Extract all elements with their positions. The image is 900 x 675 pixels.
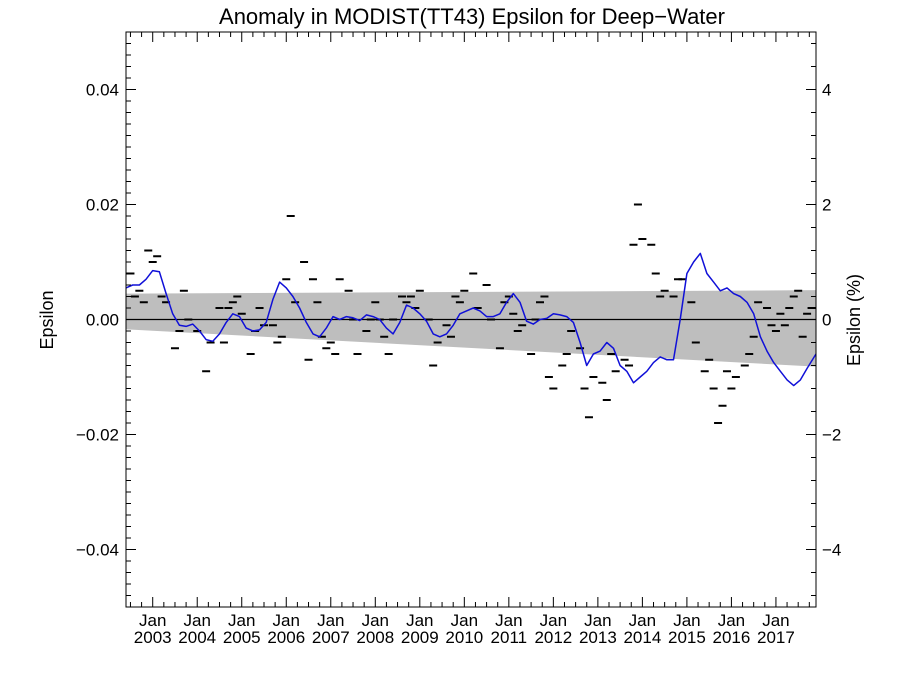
- x-tick-label-month: Jan: [762, 611, 789, 630]
- y-tick-label-left: −0.02: [76, 426, 119, 445]
- plot-inner: [126, 203, 816, 424]
- x-tick-label-year: 2007: [312, 628, 350, 647]
- x-tick-label-month: Jan: [406, 611, 433, 630]
- x-tick-label-year: 2017: [757, 628, 795, 647]
- x-tick-label-year: 2006: [267, 628, 305, 647]
- x-tick-label-month: Jan: [629, 611, 656, 630]
- x-tick-label-year: 2005: [223, 628, 261, 647]
- y-tick-label-left: 0.02: [86, 196, 119, 215]
- chart-title: Anomaly in MODIST(TT43) Epsilon for Deep…: [219, 4, 725, 29]
- x-tick-label-month: Jan: [673, 611, 700, 630]
- plot-area: [126, 203, 816, 424]
- y-tick-label-right: 4: [822, 81, 831, 100]
- x-tick-label-month: Jan: [139, 611, 166, 630]
- x-tick-label-month: Jan: [495, 611, 522, 630]
- confidence-band: [126, 290, 816, 367]
- x-tick-label-year: 2003: [134, 628, 172, 647]
- y-axis-label-right: Epsilon (%): [844, 274, 864, 366]
- x-tick-label-month: Jan: [540, 611, 567, 630]
- x-tick-label-month: Jan: [362, 611, 389, 630]
- y-tick-label-left: 0.00: [86, 311, 119, 330]
- axes: 0.040.020.00−0.02−0.04420−2−4Jan2003Jan2…: [76, 31, 841, 647]
- x-tick-label-month: Jan: [584, 611, 611, 630]
- x-tick-label-year: 2010: [445, 628, 483, 647]
- x-tick-label-year: 2013: [579, 628, 617, 647]
- x-tick-label-month: Jan: [718, 611, 745, 630]
- x-tick-label-year: 2014: [623, 628, 661, 647]
- x-tick-label-month: Jan: [451, 611, 478, 630]
- y-tick-label-right: 2: [822, 196, 831, 215]
- y-tick-label-right: 0: [822, 311, 831, 330]
- smoothed-line: [126, 252, 816, 387]
- x-tick-label-year: 2012: [534, 628, 572, 647]
- y-tick-label-left: 0.04: [86, 81, 119, 100]
- x-tick-label-year: 2008: [356, 628, 394, 647]
- y-tick-label-left: −0.04: [76, 541, 119, 560]
- x-tick-label-month: Jan: [184, 611, 211, 630]
- y-axis-label-left: Epsilon: [37, 290, 57, 349]
- x-tick-label-year: 2015: [668, 628, 706, 647]
- x-tick-label-year: 2009: [401, 628, 439, 647]
- x-tick-label-month: Jan: [317, 611, 344, 630]
- x-tick-label-month: Jan: [228, 611, 255, 630]
- y-tick-label-right: −2: [822, 426, 841, 445]
- x-tick-label-year: 2004: [178, 628, 216, 647]
- x-tick-label-year: 2016: [713, 628, 751, 647]
- y-tick-label-right: −4: [822, 541, 841, 560]
- x-tick-label-month: Jan: [273, 611, 300, 630]
- x-tick-label-year: 2011: [491, 628, 528, 647]
